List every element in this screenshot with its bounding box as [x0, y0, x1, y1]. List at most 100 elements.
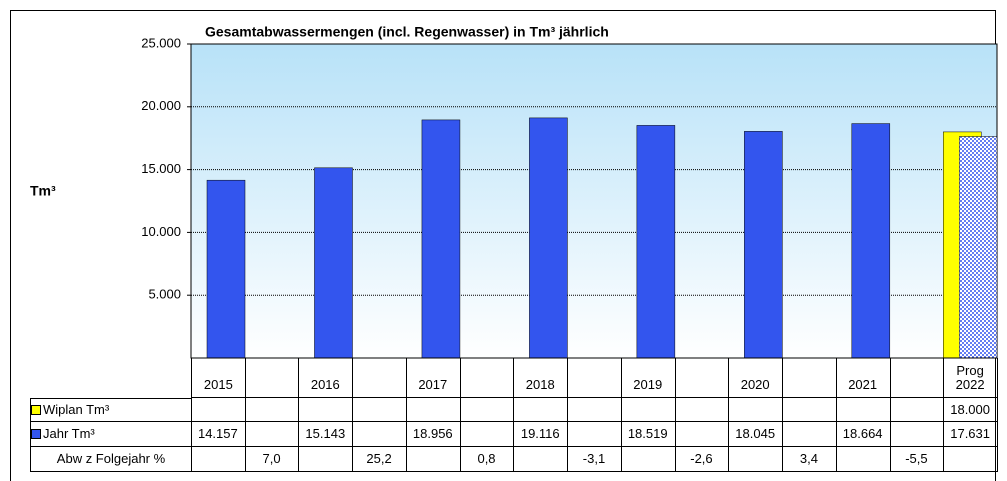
row-label-text: Abw z Folgejahr %	[56, 451, 166, 466]
change-cell-text: 3,4	[799, 451, 818, 466]
change-cell: -2,6	[674, 447, 730, 472]
change-cell	[943, 447, 998, 472]
value-cell	[889, 422, 945, 447]
value-cell-text: 15.143	[305, 426, 346, 441]
category-cell	[889, 358, 945, 398]
value-cell	[352, 398, 407, 422]
change-cell-text: 7,0	[262, 451, 281, 466]
value-cell: 18.664	[835, 422, 891, 447]
value-cell: 17.631	[943, 422, 998, 447]
y-tick-label: 20.000	[141, 98, 181, 113]
category-cell: 2019	[620, 358, 676, 398]
category-cell-text: 2016	[310, 377, 340, 392]
value-cell: 18.519	[620, 422, 676, 447]
legend-swatch	[31, 429, 41, 439]
change-cell: 0,8	[459, 447, 515, 472]
bar	[636, 125, 676, 359]
value-cell	[620, 398, 676, 422]
value-cell	[513, 398, 569, 422]
value-cell: 14.157	[191, 422, 246, 447]
y-tick-label: 15.000	[141, 161, 181, 176]
value-cell-text: 18.664	[842, 426, 883, 441]
category-cell: Prog 2022	[943, 358, 998, 398]
value-cell: 15.143	[298, 422, 354, 447]
bar	[851, 123, 891, 359]
change-cell-text: 0,8	[477, 451, 496, 466]
value-cell	[567, 398, 622, 422]
category-cell: 2016	[298, 358, 354, 398]
value-cell	[889, 398, 945, 422]
bar	[529, 117, 568, 359]
value-cell-text: 18.956	[412, 426, 453, 441]
value-cell	[244, 398, 300, 422]
value-cell: 19.116	[513, 422, 569, 447]
bar	[959, 136, 998, 359]
bar	[206, 179, 246, 359]
value-cell	[244, 422, 300, 447]
category-cell-text: Prog 2022	[955, 363, 985, 392]
value-cell	[405, 398, 461, 422]
category-cell: 2020	[728, 358, 784, 398]
value-cell	[191, 398, 246, 422]
y-tick-label: 10.000	[141, 224, 181, 239]
value-cell-text: 17.631	[950, 426, 990, 441]
value-cell-text: 19.116	[520, 426, 560, 441]
category-cell: 2021	[835, 358, 891, 398]
value-cell	[298, 398, 354, 422]
y-axis-label: Tm³	[30, 183, 56, 199]
change-cell	[405, 447, 461, 472]
value-cell	[782, 398, 837, 422]
value-cell	[352, 422, 407, 447]
legend-label: Jahr Tm³	[43, 426, 95, 441]
value-cell	[459, 398, 515, 422]
change-cell	[835, 447, 891, 472]
category-cell-text: 2021	[848, 377, 878, 392]
value-cell-text: 18.519	[627, 426, 668, 441]
category-cell: 2017	[405, 358, 461, 398]
value-cell	[674, 422, 730, 447]
category-cell-text: 2017	[418, 377, 448, 392]
value-cell-text: 18.045	[735, 426, 776, 441]
change-cell	[620, 447, 676, 472]
category-cell: 2018	[513, 358, 569, 398]
value-cell	[459, 422, 515, 447]
value-cell: 18.000	[943, 398, 998, 422]
y-tick-label: 5.000	[148, 287, 181, 302]
change-cell-text: -5,5	[905, 451, 928, 466]
change-cell	[728, 447, 784, 472]
value-cell: 18.956	[405, 422, 461, 447]
value-cell-text: 14.157	[197, 426, 238, 441]
change-cell: 3,4	[782, 447, 837, 472]
change-cell: -5,5	[889, 447, 945, 472]
category-cell-text: 2019	[633, 377, 663, 392]
change-cell: 25,2	[352, 447, 407, 472]
category-cell: 2015	[191, 358, 246, 398]
category-cell	[674, 358, 730, 398]
value-cell-text: 18.000	[950, 401, 990, 417]
value-cell	[567, 422, 622, 447]
change-cell-text: 25,2	[366, 451, 392, 466]
change-cell	[298, 447, 354, 472]
category-cell	[782, 358, 837, 398]
value-cell: 18.045	[728, 422, 784, 447]
bar	[744, 131, 783, 359]
bar	[421, 119, 461, 359]
change-cell: -3,1	[567, 447, 622, 472]
legend-swatch	[31, 405, 41, 415]
category-cell	[352, 358, 407, 398]
value-cell	[782, 422, 837, 447]
change-cell-text: -3,1	[582, 451, 606, 466]
legend-entry: Wiplan Tm³	[30, 398, 192, 422]
category-cell-text: 2015	[203, 377, 233, 392]
category-cell-text: 2018	[525, 377, 555, 392]
value-cell	[835, 398, 891, 422]
change-cell	[513, 447, 569, 472]
value-cell	[728, 398, 784, 422]
row-label: Abw z Folgejahr %	[30, 447, 192, 472]
category-cell-text: 2020	[740, 377, 770, 392]
legend-label: Wiplan Tm³	[43, 402, 110, 417]
category-cell	[244, 358, 300, 398]
change-cell-text: -2,6	[690, 451, 713, 466]
value-cell	[674, 398, 730, 422]
